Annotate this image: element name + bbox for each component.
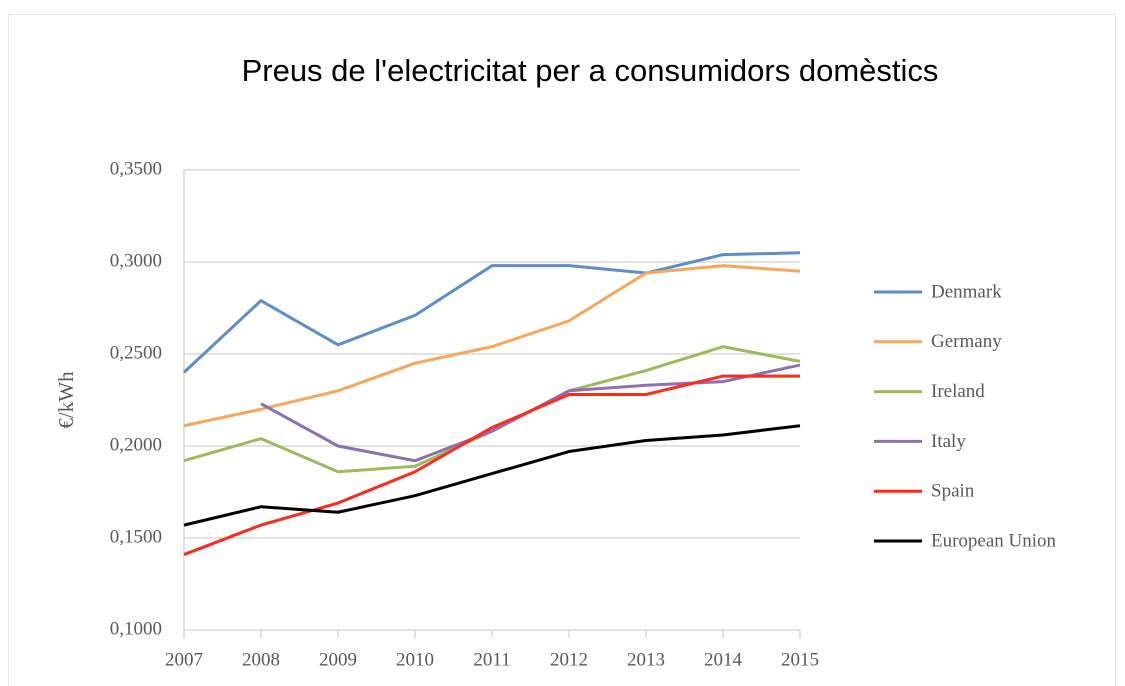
y-tick-label: 0,3500 <box>110 158 162 179</box>
legend-label: Ireland <box>931 381 985 402</box>
y-tick-label: 0,1000 <box>110 618 162 639</box>
y-tick-label: 0,2500 <box>110 342 162 363</box>
x-tick-label: 2010 <box>396 649 434 670</box>
x-tick-label: 2012 <box>550 649 588 670</box>
series-line <box>183 345 801 474</box>
x-tick-label: 2015 <box>781 649 819 670</box>
y-tick-label: 0,1500 <box>110 526 162 547</box>
y-tick-label: 0,2000 <box>110 434 162 455</box>
x-tick-label: 2008 <box>242 649 280 670</box>
series-line <box>183 424 801 527</box>
legend-label: Germany <box>931 331 1002 352</box>
x-tick-label: 2009 <box>319 649 357 670</box>
x-tick-label: 2013 <box>627 649 665 670</box>
series-line <box>183 374 800 556</box>
series-line <box>182 251 801 374</box>
legend-label: European Union <box>931 530 1057 551</box>
y-tick-label: 0,3000 <box>110 250 162 271</box>
legend-label: Italy <box>931 431 966 452</box>
x-tick-label: 2014 <box>704 649 743 670</box>
y-axis-label: €/kWh <box>54 371 78 429</box>
x-tick-label: 2007 <box>165 649 203 670</box>
chart-title: Preus de l'electricitat per a consumidor… <box>241 53 939 88</box>
legend-label: Denmark <box>931 281 1002 302</box>
x-tick-label: 2011 <box>473 649 510 670</box>
series-line <box>183 264 801 428</box>
legend-label: Spain <box>931 481 975 502</box>
chart-frame <box>8 14 1116 686</box>
